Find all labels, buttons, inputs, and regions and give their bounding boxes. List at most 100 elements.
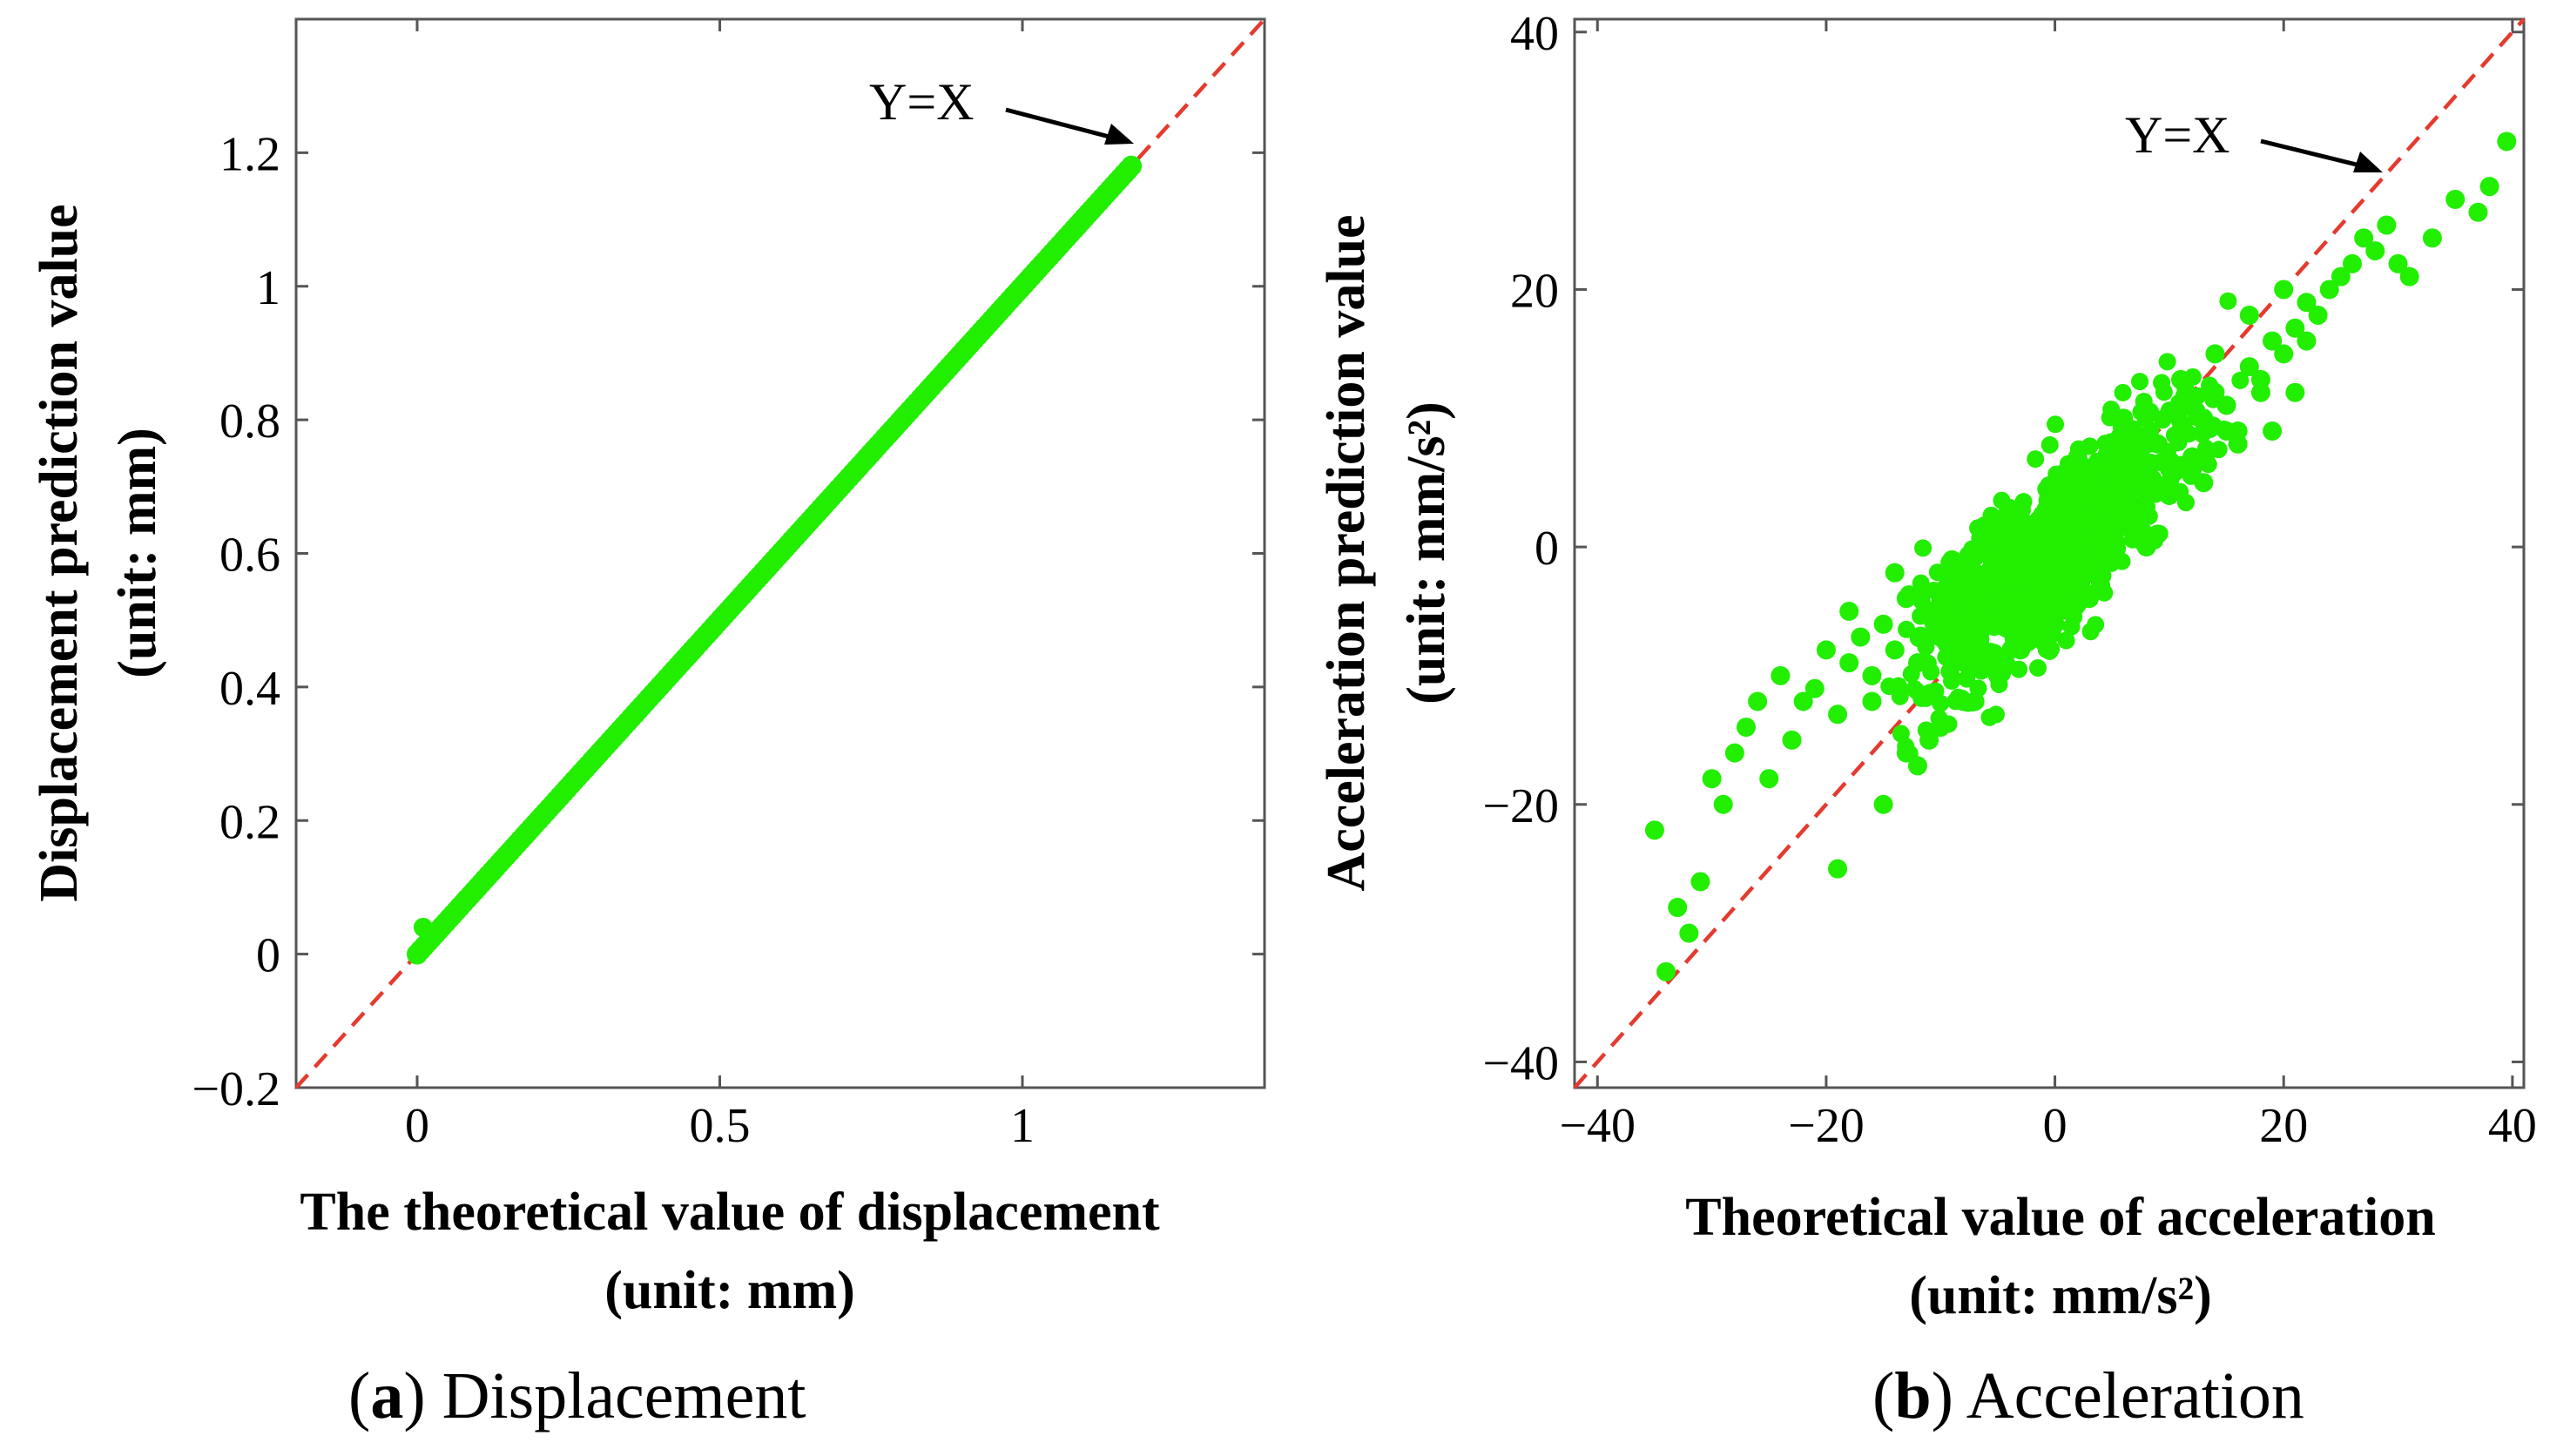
panel-b-data-point <box>2089 483 2108 502</box>
panel-b-data-point <box>2274 280 2294 300</box>
panel-b-data-point <box>1969 679 1987 698</box>
panel-b-data-point <box>2445 189 2465 209</box>
panel-b-data-point <box>1961 568 1980 586</box>
panel-b-data-point <box>1987 705 2005 724</box>
panel-b-y-tick-label: −40 <box>1482 1036 1559 1090</box>
panel-b-data-point <box>1862 691 1882 711</box>
panel-b-data-point <box>2010 550 2028 569</box>
panel-b-data-point <box>2297 293 2317 313</box>
panel-b-data-point <box>1912 574 1930 592</box>
panel-b-data-point <box>2027 450 2045 468</box>
panel-b-data-point <box>2027 616 2046 634</box>
panel-b-data-point <box>2343 253 2363 273</box>
panel-a-annotation-arrow <box>1005 107 1120 142</box>
panel-b-data-point <box>1993 491 2011 509</box>
panel-b-data-point <box>1917 689 1935 707</box>
panel-a-y-axis-label: Displacement prediction value <box>30 204 89 901</box>
panel-b-data-point <box>2046 610 2064 628</box>
panel-b-data-point <box>2080 586 2098 604</box>
panel-b-data-points <box>1644 131 2517 981</box>
panel-b-data-point <box>1985 592 2003 610</box>
panel-b-x-tick-label: −40 <box>1559 1099 1636 1153</box>
panel-b-data-point <box>1900 745 1919 763</box>
panel-b-data-point <box>1906 680 1924 698</box>
panel-b: −40 −20 0 20 40 −40 −20 0 20 40 Y=X Acceleration … <box>1317 7 2537 1432</box>
panel-b-data-point <box>2090 546 2108 564</box>
panel-b-data-point <box>2377 215 2397 235</box>
panel-b-data-point <box>2133 440 2151 458</box>
panel-b-y-tick-label: 40 <box>1510 7 1559 61</box>
panel-b-data-point <box>1724 743 1744 763</box>
panel-b-data-point <box>2029 658 2047 677</box>
panel-a-y-axis-unit: (unit: mm) <box>108 428 167 678</box>
panel-b-data-point <box>1679 923 1699 943</box>
panel-b-data-point <box>2061 523 2079 542</box>
panel-b-data-point <box>2479 177 2499 197</box>
panel-b-data-point <box>1990 675 2008 693</box>
panel-b-data-point <box>2131 373 2149 391</box>
panel-b-data-point <box>2331 266 2351 286</box>
panel-b-data-point <box>2012 567 2030 585</box>
panel-b-caption: (b) Acceleration <box>1872 1359 2304 1432</box>
panel-b-data-point <box>1941 564 1960 583</box>
panel-a-data-point <box>1121 155 1143 177</box>
panel-b-plot-frame <box>1573 17 2526 1089</box>
panel-b-data-point <box>2101 408 2119 427</box>
panel-b-data-point <box>1885 563 1905 583</box>
panel-a-annotation-label: Y=X <box>869 73 975 131</box>
panel-b-data-point <box>2012 515 2030 533</box>
panel-b-data-point <box>1936 579 1954 597</box>
panel-b-data-point <box>2263 331 2283 351</box>
panel-b-data-point <box>1994 509 2013 527</box>
panel-b-x-tick-label: 0 <box>2043 1099 2067 1153</box>
panel-b-data-point <box>1748 691 1768 711</box>
panel-b-data-point <box>2057 631 2075 650</box>
panel-b-y-tick-label: 0 <box>1535 522 1559 576</box>
panel-b-data-point <box>2045 526 2063 544</box>
panel-b-data-point <box>2285 318 2305 338</box>
panel-a-caption-text: Displacement <box>442 1359 806 1432</box>
panel-b-data-point <box>2297 331 2317 351</box>
panel-a-y-tick-label: 0.6 <box>219 529 280 583</box>
panel-b-annotation-arrowhead <box>2353 152 2383 172</box>
panel-b-data-point <box>1944 606 1962 624</box>
panel-b-data-point <box>2182 467 2200 485</box>
panel-b-data-point <box>1713 794 1733 814</box>
panel-b-data-point <box>1668 898 1688 918</box>
panel-b-data-point <box>2228 434 2248 454</box>
panel-b-data-point <box>1975 651 1993 670</box>
panel-b-data-point <box>1932 694 1950 712</box>
panel-b-data-point <box>1958 670 1976 688</box>
panel-b-data-point <box>2319 280 2339 300</box>
panel-b-data-point <box>2047 465 2066 483</box>
panel-b-data-point <box>2188 401 2206 420</box>
panel-b-data-point <box>2205 344 2225 364</box>
panel-b-data-point <box>2209 441 2228 459</box>
panel-b-data-point <box>2004 590 2022 609</box>
panel-b-data-point <box>2158 353 2176 371</box>
panel-b-data-point <box>2171 412 2189 430</box>
panel-b-data-point <box>2153 374 2171 392</box>
panel-b-data-point <box>2133 472 2151 490</box>
panel-b-data-point <box>2087 616 2105 634</box>
panel-b-data-point <box>2095 583 2114 602</box>
panel-b-data-point <box>2067 455 2086 474</box>
panel-b-data-point <box>1917 721 1935 739</box>
panel-b-data-point <box>1898 620 1916 638</box>
panel-b-data-point <box>1873 614 1893 634</box>
panel-b-data-point <box>2057 509 2075 528</box>
panel-b-data-point <box>1912 607 1930 625</box>
panel-b-data-point <box>2150 524 2169 543</box>
panel-a-x-tick-label: 0.5 <box>690 1099 751 1153</box>
panel-a-y-tick-label: 0.2 <box>219 795 280 849</box>
panel-b-data-point <box>1993 657 2012 676</box>
panel-b-caption-letter: b <box>1894 1359 1931 1432</box>
panel-a-y-tick-label: 1 <box>256 261 280 315</box>
panel-b-annotation-label: Y=X <box>2125 106 2230 164</box>
panel-b-data-point <box>2354 228 2374 248</box>
panel-b-data-point <box>2285 382 2305 402</box>
panel-b-data-point <box>1702 769 1722 789</box>
panel-b-x-tick-label: 20 <box>2259 1099 2308 1153</box>
panel-b-data-point <box>1873 794 1893 814</box>
panel-b-data-point <box>2079 563 2097 581</box>
